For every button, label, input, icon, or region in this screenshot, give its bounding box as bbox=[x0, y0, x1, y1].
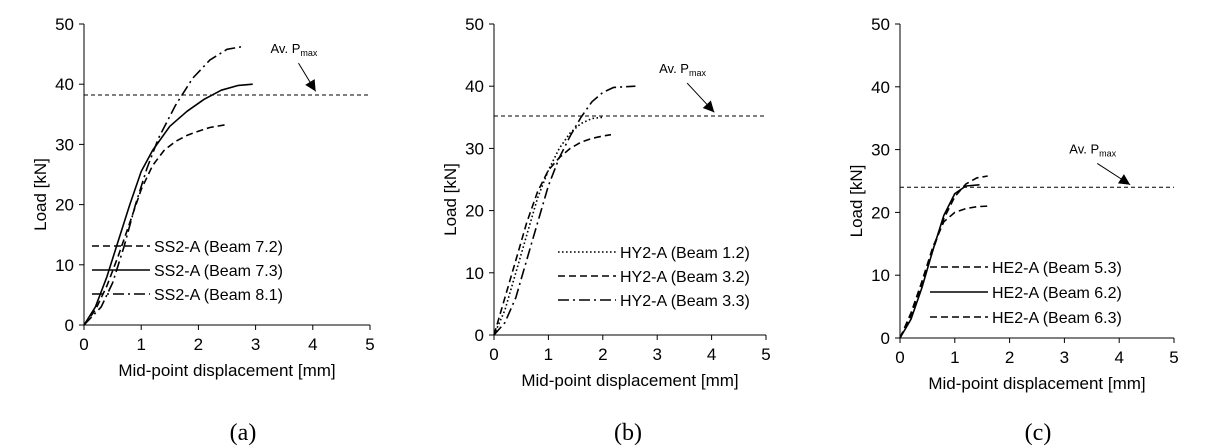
x-tick-label: 2 bbox=[1005, 348, 1014, 367]
series-line-2 bbox=[493, 133, 612, 336]
y-tick-label: 20 bbox=[465, 202, 484, 221]
y-tick-label: 50 bbox=[465, 15, 484, 34]
x-tick-label: 2 bbox=[598, 345, 607, 364]
x-tick-label: 4 bbox=[707, 345, 716, 364]
y-tick-label: 10 bbox=[871, 266, 890, 285]
series-line-1 bbox=[493, 116, 603, 336]
annotation-arrow-head bbox=[1117, 174, 1131, 185]
series-line-3 bbox=[899, 205, 988, 339]
y-tick-label: 30 bbox=[55, 135, 74, 154]
legend-label-2: HE2-A (Beam 6.2) bbox=[992, 285, 1122, 302]
y-tick-label: 0 bbox=[475, 326, 484, 345]
annotation-arrow-head bbox=[702, 100, 715, 113]
x-axis-label: Mid-point displacement [mm] bbox=[928, 374, 1145, 393]
legend-label-3: HY2-A (Beam 3.3) bbox=[620, 293, 750, 310]
x-tick-label: 5 bbox=[365, 335, 374, 354]
y-tick-label: 20 bbox=[871, 203, 890, 222]
x-tick-label: 1 bbox=[544, 345, 553, 364]
x-tick-label: 0 bbox=[489, 345, 498, 364]
legend-label-2: HY2-A (Beam 3.2) bbox=[620, 269, 750, 286]
y-tick-label: 40 bbox=[465, 77, 484, 96]
y-tick-label: 40 bbox=[871, 78, 890, 97]
x-axis-label: Mid-point displacement [mm] bbox=[521, 371, 738, 390]
legend-label-2: SS2-A (Beam 7.3) bbox=[154, 263, 283, 280]
series-line-3 bbox=[83, 45, 245, 326]
x-tick-label: 4 bbox=[1114, 348, 1123, 367]
x-tick-label: 3 bbox=[652, 345, 661, 364]
legend-label-1: SS2-A (Beam 7.2) bbox=[154, 239, 283, 256]
series-line-3 bbox=[493, 85, 636, 336]
panel-caption: (b) bbox=[614, 420, 642, 446]
series-line-2 bbox=[83, 83, 253, 326]
y-tick-label: 30 bbox=[465, 139, 484, 158]
x-tick-label: 1 bbox=[136, 335, 145, 354]
x-tick-label: 4 bbox=[308, 335, 317, 354]
y-tick-label: 20 bbox=[55, 196, 74, 215]
annotation-arrow-head bbox=[305, 79, 316, 92]
x-tick-label: 1 bbox=[950, 348, 959, 367]
legend-label-3: HE2-A (Beam 6.3) bbox=[992, 310, 1122, 327]
legend-label-1: HY2-A (Beam 1.2) bbox=[620, 245, 750, 262]
reference-label: Av. Pmax bbox=[1069, 141, 1116, 158]
series-line-1 bbox=[83, 123, 228, 326]
series-line-2 bbox=[899, 184, 980, 339]
y-tick-label: 30 bbox=[871, 141, 890, 160]
y-axis-label: Load [kN] bbox=[441, 163, 460, 236]
y-tick-label: 50 bbox=[55, 15, 74, 34]
y-tick-label: 50 bbox=[871, 15, 890, 34]
panel-caption: (c) bbox=[1025, 420, 1052, 446]
x-tick-label: 0 bbox=[79, 335, 88, 354]
y-tick-label: 10 bbox=[55, 256, 74, 275]
panel-caption: (a) bbox=[230, 420, 257, 446]
reference-label: Av. Pmax bbox=[659, 61, 706, 78]
y-tick-label: 0 bbox=[881, 329, 890, 348]
x-tick-label: 5 bbox=[1169, 348, 1178, 367]
reference-label: Av. Pmax bbox=[271, 41, 318, 58]
x-tick-label: 5 bbox=[761, 345, 770, 364]
y-tick-label: 0 bbox=[65, 316, 74, 335]
y-axis-label: Load [kN] bbox=[31, 158, 50, 231]
x-tick-label: 3 bbox=[1060, 348, 1069, 367]
y-axis-label: Load [kN] bbox=[847, 165, 866, 238]
legend-label-1: HE2-A (Beam 5.3) bbox=[992, 260, 1122, 277]
x-tick-label: 3 bbox=[251, 335, 260, 354]
series-line-1 bbox=[899, 175, 988, 339]
y-tick-label: 40 bbox=[55, 75, 74, 94]
y-tick-label: 10 bbox=[465, 264, 484, 283]
x-tick-label: 0 bbox=[895, 348, 904, 367]
x-axis-label: Mid-point displacement [mm] bbox=[118, 361, 335, 380]
x-tick-label: 2 bbox=[194, 335, 203, 354]
legend-label-3: SS2-A (Beam 8.1) bbox=[154, 287, 283, 304]
